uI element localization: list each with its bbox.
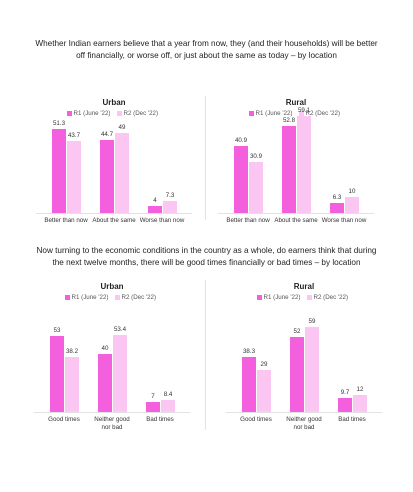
bar: [305, 327, 319, 412]
value-label: 6.3: [332, 193, 342, 201]
value-label: 40: [101, 345, 109, 353]
x-tick-label: Worse than now: [139, 217, 185, 224]
legend-label: R1 (June '22): [255, 109, 293, 117]
bar: [234, 145, 248, 213]
value-label: 29: [260, 361, 268, 369]
legend-swatch: [64, 295, 70, 300]
legend-swatch: [66, 111, 72, 116]
x-tick-label: Neither good nor bad: [94, 416, 130, 431]
separator: [205, 96, 206, 220]
value-label: 49: [118, 123, 126, 131]
value-label: 59.1: [297, 107, 311, 115]
x-tick-label: Worse than now: [321, 217, 367, 224]
bar: [98, 354, 112, 412]
legend-swatch: [256, 295, 262, 300]
panel-title: Rural: [285, 98, 307, 107]
separator: [205, 280, 206, 430]
bar: [282, 126, 296, 213]
legend-swatch: [114, 295, 120, 300]
bar: [52, 128, 66, 213]
value-label: 4: [153, 197, 157, 205]
bar: [290, 337, 304, 412]
x-tick-label: About the same: [92, 217, 136, 224]
bar: [345, 196, 359, 213]
x-tick-label: About the same: [274, 217, 318, 224]
value-label: 40.9: [234, 136, 248, 144]
legend-label: R1 (June '22): [263, 293, 301, 301]
value-label: 10: [348, 187, 356, 195]
x-tick-label: Better than now: [44, 217, 88, 224]
value-label: 38.2: [65, 347, 79, 355]
section-heading: Now turning to the economic conditions i…: [36, 246, 377, 267]
legend-swatch: [116, 111, 122, 116]
bar: [242, 356, 256, 412]
bar: [330, 202, 344, 213]
panel-title: Urban: [100, 282, 124, 291]
bar: [297, 116, 311, 213]
section-heading: Whether Indian earners believe that a ye…: [35, 39, 378, 60]
value-label: 38.3: [242, 347, 256, 355]
legend-label: R2 (Dec '22): [313, 293, 349, 301]
bar: [161, 399, 175, 412]
x-tick-label: Neither good nor bad: [286, 416, 322, 431]
legend-label: R2 (Dec '22): [121, 293, 157, 301]
legend-label: R1 (June '22): [71, 293, 109, 301]
value-label: 52: [293, 328, 301, 336]
x-tick-label: Good times: [48, 416, 80, 423]
x-tick-label: Bad times: [146, 416, 174, 423]
value-label: 43.7: [67, 132, 81, 140]
value-label: 7.3: [165, 192, 175, 200]
baseline: [226, 412, 382, 413]
bar: [146, 401, 160, 412]
bar: [257, 370, 271, 412]
x-tick-label: Better than now: [226, 217, 270, 224]
value-label: 9.7: [340, 389, 350, 397]
value-label: 30.9: [249, 153, 263, 161]
value-label: 8.4: [163, 390, 173, 398]
bar: [113, 335, 127, 412]
value-label: 51.3: [52, 119, 66, 127]
legend-label: R1 (June '22): [73, 109, 111, 117]
legend-label: R2 (Dec '22): [305, 109, 341, 117]
x-tick-label: Good times: [240, 416, 272, 423]
bar: [100, 139, 114, 213]
legend-label: R2 (Dec '22): [123, 109, 159, 117]
bar: [115, 132, 129, 213]
legend-swatch: [298, 111, 304, 116]
bar: [67, 141, 81, 213]
value-label: 52.8: [282, 117, 296, 125]
value-label: 53.4: [113, 326, 127, 334]
bar: [353, 394, 367, 412]
panel-title: Rural: [293, 282, 315, 291]
bar: [249, 162, 263, 213]
baseline: [218, 213, 374, 214]
bar: [338, 398, 352, 412]
panel-title: Urban: [102, 98, 126, 107]
bar: [163, 201, 177, 213]
legend-swatch: [306, 295, 312, 300]
bar: [148, 206, 162, 213]
legend-swatch: [248, 111, 254, 116]
x-tick-label: Bad times: [338, 416, 366, 423]
value-label: 7: [151, 392, 155, 400]
value-label: 12: [356, 385, 364, 393]
baseline: [36, 213, 192, 214]
value-label: 59: [308, 318, 316, 326]
bar: [50, 335, 64, 412]
value-label: 44.7: [100, 130, 114, 138]
baseline: [34, 412, 190, 413]
value-label: 53: [53, 326, 61, 334]
bar: [65, 356, 79, 412]
